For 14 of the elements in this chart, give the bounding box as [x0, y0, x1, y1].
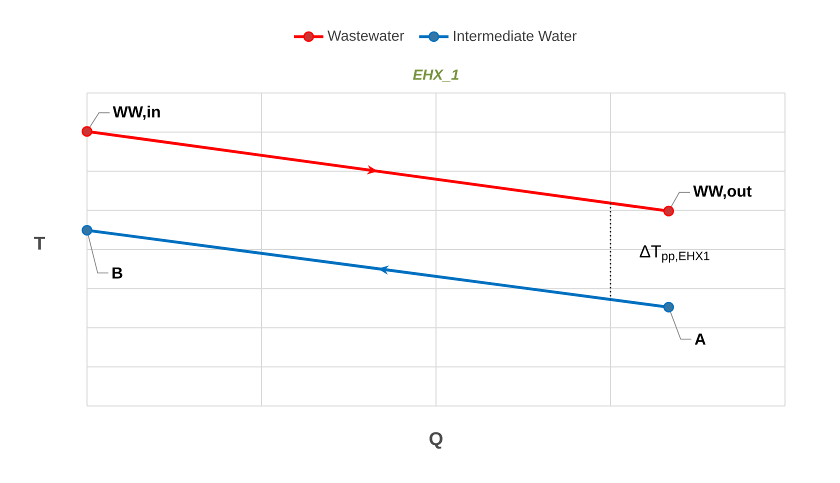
point	[663, 206, 674, 216]
point	[82, 126, 92, 137]
annotation: B	[112, 267, 122, 278]
annotation: WW,out	[693, 186, 752, 200]
text: WW,in	[112, 106, 160, 120]
annotation: ΔT$_{pp,EHX1}$	[640, 245, 710, 263]
y-axis-title: T	[34, 236, 46, 250]
point	[663, 302, 674, 312]
legend-label: Wastewater	[328, 30, 404, 41]
annotation: A	[694, 334, 706, 345]
legend-label: Intermediate Water	[454, 30, 577, 42]
point	[82, 224, 92, 236]
chart-title: EHX_1	[413, 70, 458, 82]
x-axis-title: Q	[430, 432, 442, 449]
